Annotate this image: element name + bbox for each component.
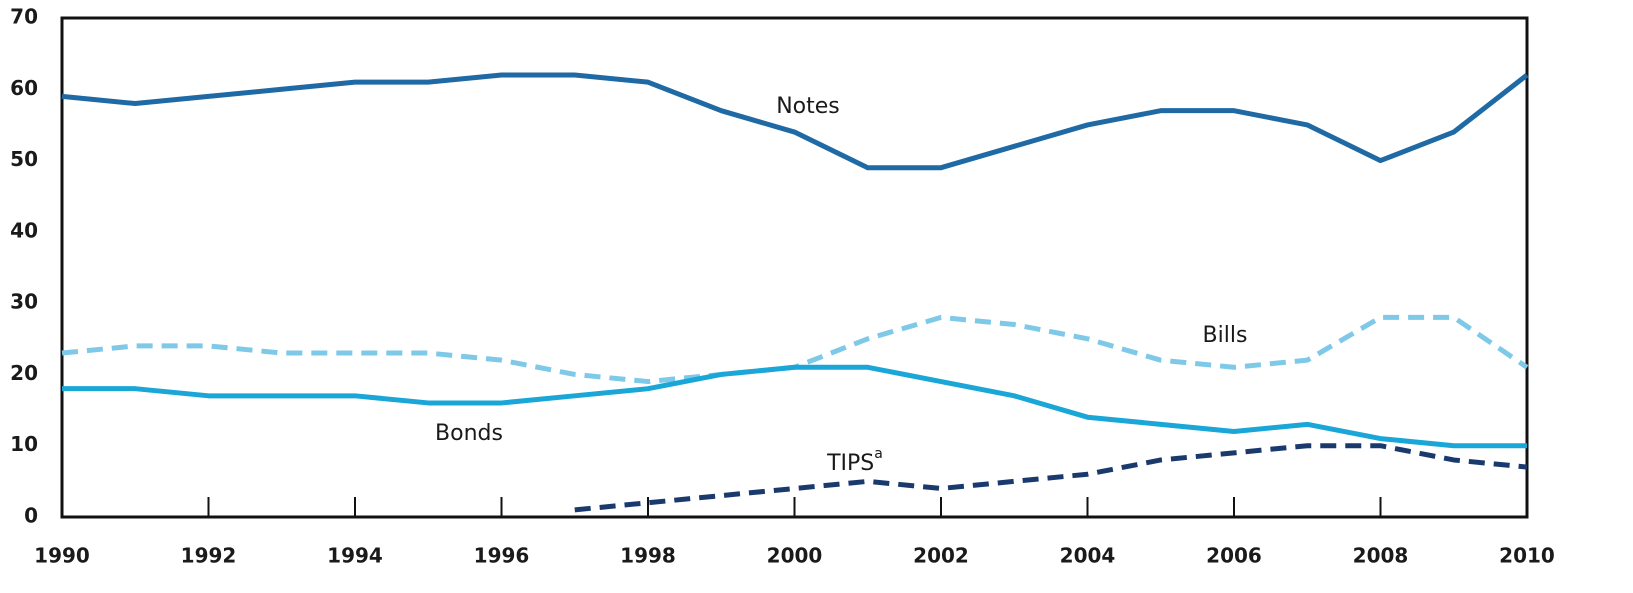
x-tick-label: 2006 xyxy=(1206,544,1262,568)
series-label: Notes xyxy=(776,94,840,119)
x-tick-label: 1996 xyxy=(474,544,530,568)
series-label-name: Notes xyxy=(776,94,840,119)
x-tick-label: 2010 xyxy=(1499,544,1555,568)
x-tick-label: 1998 xyxy=(620,544,676,568)
series-label: Bills xyxy=(1203,323,1248,348)
y-tick-label: 60 xyxy=(10,76,38,100)
series-line xyxy=(574,443,1528,513)
plot-frame xyxy=(60,16,1529,519)
series-label-name: Bonds xyxy=(435,421,503,446)
series-line xyxy=(61,72,1529,171)
y-tick-label: 20 xyxy=(10,361,38,385)
series-label-name: TIPS xyxy=(826,451,874,476)
y-tick-label: 0 xyxy=(24,504,38,528)
series-label: Bonds xyxy=(435,421,503,446)
y-tick-label: 50 xyxy=(10,147,38,171)
footnote-marker: a xyxy=(874,446,883,462)
y-tick-label: 10 xyxy=(10,432,38,456)
x-tick-label: 2000 xyxy=(767,544,823,568)
y-tick-label: 40 xyxy=(10,218,38,242)
y-tick-label: 70 xyxy=(10,5,38,29)
x-tick-label: 2002 xyxy=(913,544,969,568)
x-tick-label: 2008 xyxy=(1353,544,1409,568)
x-tick-label: 2004 xyxy=(1060,544,1116,568)
series-line xyxy=(61,314,1529,385)
x-tick-label: 1992 xyxy=(181,544,237,568)
series-label-name: Bills xyxy=(1203,323,1248,348)
x-tick-label: 1994 xyxy=(327,544,383,568)
series-label: TIPSa xyxy=(826,446,883,476)
y-tick-label: 30 xyxy=(10,290,38,314)
x-tick-label: 1990 xyxy=(34,544,90,568)
series-line xyxy=(62,364,1527,449)
